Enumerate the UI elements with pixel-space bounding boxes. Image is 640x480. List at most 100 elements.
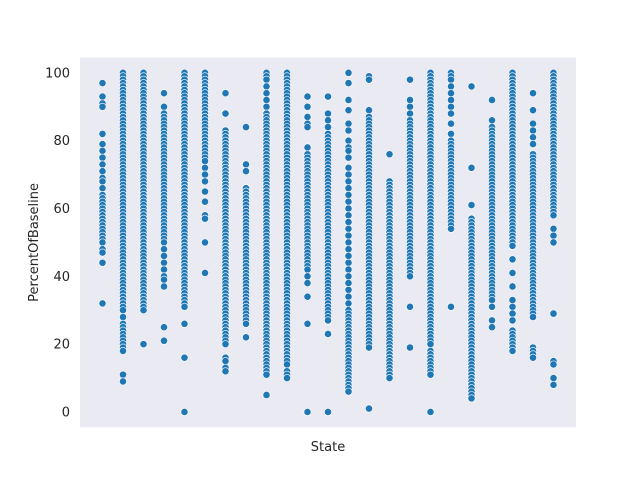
scatter-point xyxy=(344,96,353,104)
scatter-point xyxy=(98,160,107,169)
scatter-point xyxy=(160,282,168,291)
scatter-point xyxy=(160,258,168,267)
scatter-point xyxy=(324,116,332,125)
scatter-point xyxy=(160,238,168,247)
scatter-point xyxy=(201,238,209,247)
scatter-point xyxy=(344,272,353,281)
scatter-point xyxy=(262,102,271,111)
scatter-point xyxy=(160,275,168,284)
scatter-point xyxy=(508,302,517,311)
scatter-point xyxy=(201,170,209,179)
scatter-point xyxy=(180,302,189,311)
scatter-point xyxy=(283,360,291,369)
scatter-point xyxy=(344,292,353,301)
scatter-point xyxy=(508,241,517,250)
scatter-point xyxy=(119,370,127,379)
scatter-point xyxy=(447,224,455,233)
scatter-point xyxy=(365,106,373,115)
scatter-point xyxy=(529,89,537,98)
scatter-point xyxy=(344,153,353,162)
y-axis-label: PercentOfBaseline xyxy=(27,183,42,302)
scatter-point xyxy=(139,306,148,315)
scatter-point xyxy=(344,245,353,254)
scatter-point xyxy=(344,106,353,115)
scatter-point xyxy=(549,380,558,389)
scatter-point xyxy=(508,282,517,291)
scatter-point xyxy=(467,163,476,172)
scatter-point xyxy=(467,82,476,91)
scatter-point xyxy=(201,197,209,206)
scatter-point xyxy=(344,126,353,135)
y-tick-label: 80 xyxy=(53,134,70,149)
scatter-point xyxy=(119,377,127,386)
scatter-point xyxy=(344,146,353,155)
scatter-point xyxy=(160,336,168,345)
y-tick-labels: 0 20 40 60 80 100 xyxy=(45,66,70,420)
scatter-point xyxy=(529,133,537,142)
scatter-point xyxy=(303,102,312,111)
scatter-point xyxy=(160,265,168,274)
scatter-point xyxy=(447,89,455,98)
scatter-point xyxy=(221,367,230,376)
scatter-point xyxy=(180,408,189,416)
scatter-point xyxy=(303,143,312,152)
scatter-point xyxy=(549,231,558,240)
scatter-point xyxy=(98,167,107,176)
scatter-point xyxy=(98,258,107,267)
scatter-point xyxy=(549,309,558,318)
scatter-point xyxy=(406,96,414,104)
scatter-point xyxy=(529,126,537,135)
scatter-point xyxy=(242,160,250,169)
scatter-point xyxy=(344,265,353,274)
scatter-point xyxy=(201,157,209,165)
scatter-point xyxy=(139,340,148,349)
scatter-point xyxy=(365,343,373,352)
scatter-point xyxy=(344,218,353,226)
scatter-point xyxy=(98,92,107,101)
scatter-point xyxy=(467,394,476,403)
scatter-point xyxy=(221,357,230,365)
scatter-point xyxy=(324,109,332,118)
scatter-point xyxy=(447,109,455,118)
scatter-point xyxy=(262,89,271,98)
scatter-point xyxy=(344,136,353,145)
scatter-point xyxy=(508,269,517,277)
scatter-point xyxy=(98,146,107,155)
scatter-point xyxy=(119,313,127,321)
scatter-point xyxy=(303,408,312,416)
scatter-point xyxy=(344,238,353,247)
scatter-point xyxy=(344,299,353,308)
scatter-point xyxy=(160,102,168,111)
scatter-point xyxy=(303,279,312,287)
scatter-point xyxy=(201,269,209,277)
scatter-point xyxy=(447,129,455,138)
scatter-point xyxy=(98,140,107,148)
scatter-point xyxy=(365,75,373,84)
scatter-point xyxy=(529,353,537,362)
scatter-point xyxy=(180,353,189,362)
scatter-point xyxy=(201,163,209,172)
scatter-point xyxy=(529,313,537,321)
scatter-point xyxy=(344,204,353,213)
scatter-point xyxy=(549,211,558,220)
scatter-point xyxy=(508,309,517,318)
scatter-point xyxy=(344,163,353,172)
scatter-point xyxy=(447,119,455,128)
scatter-point xyxy=(365,404,373,413)
scatter-point xyxy=(160,245,168,254)
scatter-point xyxy=(344,211,353,220)
scatter-point xyxy=(447,96,455,104)
scatter-point xyxy=(98,238,107,247)
scatter-point xyxy=(426,340,435,349)
scatter-point xyxy=(262,391,271,399)
scatter-point xyxy=(549,374,558,382)
scatter-point xyxy=(262,75,271,84)
scatter-point xyxy=(344,191,353,199)
scatter-point xyxy=(119,306,127,315)
scatter-point xyxy=(426,370,435,379)
scatter-point xyxy=(303,92,312,101)
scatter-point xyxy=(303,319,312,328)
scatter-point xyxy=(406,75,414,84)
